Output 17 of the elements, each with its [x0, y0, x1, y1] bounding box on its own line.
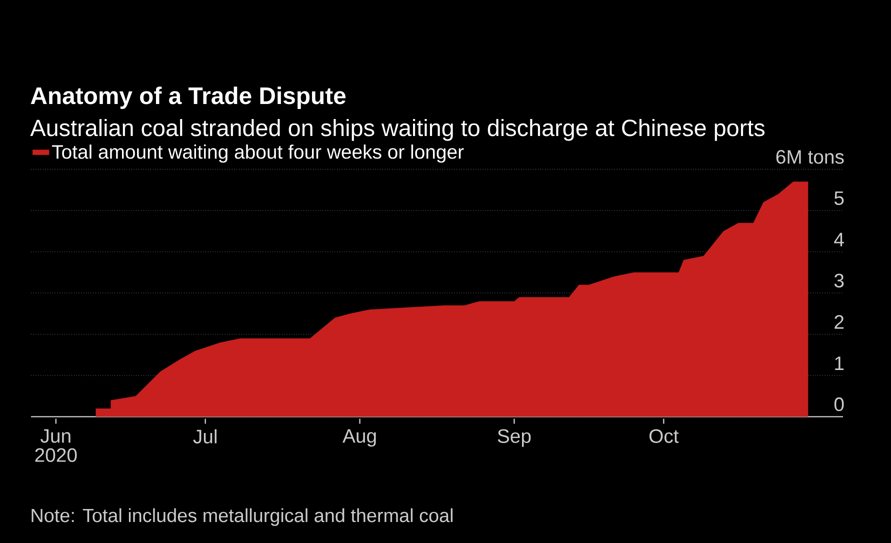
text: 2020 — [35, 448, 77, 462]
y-tick-label: 1 — [835, 356, 844, 370]
x-tick-label: Oct — [649, 429, 679, 443]
x-tick-label: Jun — [40, 429, 70, 443]
y-tick-label: 6M tons — [776, 150, 844, 164]
y-tick-label: 0 — [834, 397, 844, 412]
x-tick-label: Aug — [342, 429, 376, 447]
x-tick-label: Jul — [193, 429, 216, 444]
legend-label: Total amount waiting about four weeks or longer — [52, 144, 464, 163]
y-tick-label: 5 — [834, 191, 844, 206]
y-tick-label: 3 — [834, 274, 844, 288]
text: Note: Total includes metallurgical and thermal coal — [32, 508, 453, 526]
chart-title: Anatomy of a Trade Dispute — [30, 86, 346, 109]
y-tick-label: 4 — [834, 232, 844, 246]
y-tick-label: 2 — [834, 315, 844, 329]
chart-subtitle: Australian coal stranded on ships waiting to discharge at Chinese ports — [30, 119, 765, 141]
x-tick-label: Sep — [498, 429, 531, 447]
